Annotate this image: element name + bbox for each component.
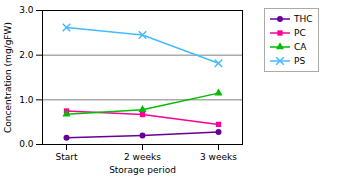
svg-text:Concentration (mg/gFW): Concentration (mg/gFW) [3,22,13,133]
svg-text:2.0: 2.0 [19,50,34,60]
svg-text:Storage period: Storage period [109,165,176,175]
html-text:PC: PC [294,28,306,38]
svg-text:1.0: 1.0 [19,95,34,105]
svg-text:0.0: 0.0 [19,139,34,149]
svg-text:Start: Start [56,152,78,162]
html-text:PS: PS [294,56,306,66]
svg-text:3 weeks: 3 weeks [200,152,237,162]
svg-text:3.0: 3.0 [19,5,34,15]
html-text:THC: THC [294,14,313,24]
html-text:CA: CA [294,42,307,52]
svg-text:2 weeks: 2 weeks [124,152,161,162]
